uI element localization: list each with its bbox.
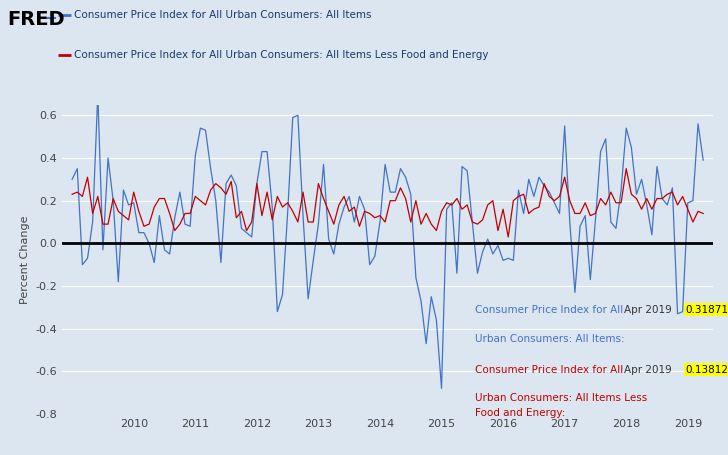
Text: Consumer Price Index for All: Consumer Price Index for All [475, 304, 623, 314]
Text: 0.13812: 0.13812 [685, 365, 728, 375]
Text: FRED: FRED [7, 10, 65, 29]
Text: Food and Energy:: Food and Energy: [475, 408, 566, 418]
Text: Urban Consumers: All Items:: Urban Consumers: All Items: [475, 334, 625, 344]
Text: Consumer Price Index for All Urban Consumers: All Items Less Food and Energy: Consumer Price Index for All Urban Consu… [74, 50, 488, 60]
Text: Consumer Price Index for All: Consumer Price Index for All [475, 365, 623, 375]
Text: Apr 2019: Apr 2019 [625, 304, 672, 314]
Text: Consumer Price Index for All Urban Consumers: All Items: Consumer Price Index for All Urban Consu… [74, 10, 371, 20]
Text: 0.31871: 0.31871 [685, 304, 728, 314]
Text: Apr 2019: Apr 2019 [625, 365, 672, 375]
Y-axis label: Percent Change: Percent Change [20, 215, 30, 303]
Text: Urban Consumers: All Items Less: Urban Consumers: All Items Less [475, 393, 647, 403]
